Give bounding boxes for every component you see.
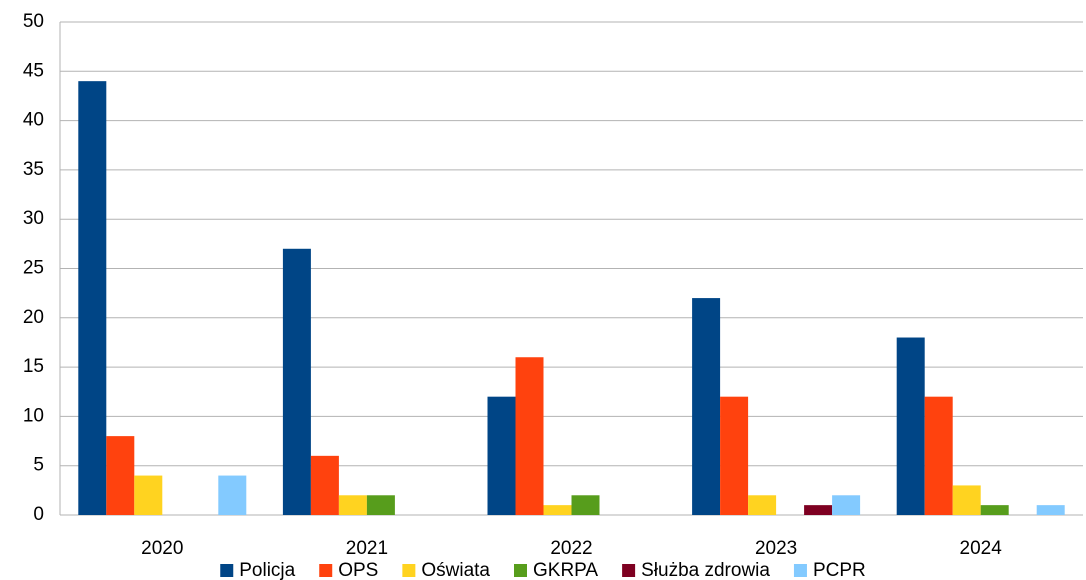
legend-swatch — [220, 564, 234, 577]
bar — [515, 357, 544, 515]
bar — [896, 337, 925, 515]
legend-swatch — [514, 564, 527, 577]
bar — [832, 495, 861, 515]
legend-swatch — [793, 564, 807, 577]
bar — [980, 505, 1009, 515]
y-tick-label: 10 — [23, 405, 44, 426]
bar — [1036, 505, 1065, 515]
legend-label: PCPR — [813, 560, 866, 580]
bar — [106, 436, 135, 515]
x-tick-label: 2022 — [550, 538, 592, 559]
y-tick-label: 5 — [33, 455, 44, 476]
bar — [134, 475, 163, 515]
legend-label: OPS — [338, 560, 378, 580]
y-tick-label: 35 — [23, 159, 44, 180]
bar — [78, 81, 107, 515]
y-tick-label: 40 — [23, 110, 44, 131]
y-tick-label: 15 — [23, 356, 44, 377]
bar — [310, 455, 339, 515]
bar — [366, 495, 395, 515]
legend-label: Służba zdrowia — [641, 560, 770, 580]
bar — [804, 505, 833, 515]
y-tick-label: 50 — [23, 11, 44, 32]
bar — [748, 495, 777, 515]
bar — [282, 248, 311, 515]
bar — [571, 495, 600, 515]
bar — [218, 475, 247, 515]
legend-label: Policja — [239, 560, 295, 580]
bar — [338, 495, 367, 515]
bar — [692, 298, 721, 515]
legend-label: Oświata — [421, 560, 490, 580]
bar — [543, 505, 572, 515]
y-tick-label: 45 — [23, 60, 44, 81]
x-tick-label: 2020 — [141, 538, 183, 559]
bar — [720, 396, 749, 515]
y-tick-label: 20 — [23, 307, 44, 328]
x-tick-label: 2023 — [755, 538, 797, 559]
legend-swatch — [622, 564, 636, 577]
x-tick-label: 2021 — [346, 538, 388, 559]
bar — [924, 396, 953, 515]
bar — [487, 396, 516, 515]
legend-swatch — [402, 564, 416, 577]
bar — [952, 485, 981, 515]
y-tick-label: 0 — [33, 504, 44, 525]
x-tick-label: 2024 — [960, 538, 1003, 559]
y-tick-label: 25 — [23, 258, 44, 279]
y-tick-label: 30 — [23, 208, 44, 229]
legend-swatch — [319, 564, 333, 577]
legend-label: GKRPA — [533, 560, 598, 580]
